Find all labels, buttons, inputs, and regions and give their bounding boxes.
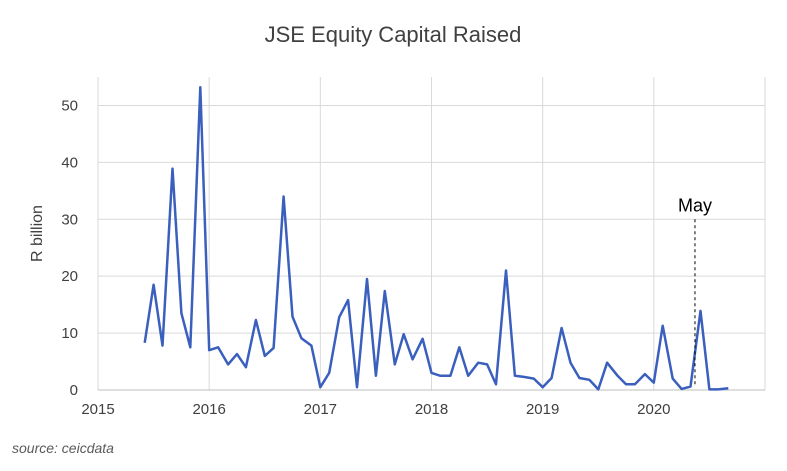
data-point-25 [374,374,377,377]
data-point-59 [689,385,692,388]
data-point-30 [421,337,424,340]
data-point-26 [383,289,386,292]
y-axis-label: R billion [29,205,46,262]
data-point-39 [504,269,507,272]
data-point-17 [300,337,303,340]
data-point-5 [189,346,192,349]
data-point-40 [513,374,516,377]
y-tick-labels: 0 10 20 30 40 50 [61,97,78,399]
data-point-36 [477,361,480,364]
data-point-61 [708,388,711,391]
x-tick-2018: 2018 [415,401,448,418]
data-point-57 [671,377,674,380]
data-point-22 [347,299,350,302]
data-point-10 [235,353,238,356]
data-point-63 [727,387,730,390]
x-tick-2017: 2017 [304,401,337,418]
data-point-62 [717,388,720,391]
data-point-4 [180,312,183,315]
data-point-18 [310,344,313,347]
grid [97,77,766,390]
data-point-52 [625,383,628,386]
data-point-49 [597,388,600,391]
data-point-42 [532,377,535,380]
x-tick-labels: 2015 2016 2017 2018 2019 2020 [81,401,670,418]
data-point-3 [171,167,174,170]
data-point-44 [550,377,553,380]
data-point-31 [430,371,433,374]
data-point-33 [449,374,452,377]
may-annotation-label: May [678,195,712,215]
data-point-0 [143,341,146,344]
data-point-1 [152,283,155,286]
x-tick-2016: 2016 [192,401,225,418]
data-point-58 [680,387,683,390]
data-point-56 [661,324,664,327]
data-point-14 [272,346,275,349]
x-tick-2019: 2019 [526,401,559,418]
data-point-45 [560,326,563,329]
data-point-7 [208,349,211,352]
data-point-34 [458,346,461,349]
data-point-38 [494,383,497,386]
y-tick-40: 40 [61,154,78,171]
data-point-60 [699,309,702,312]
y-tick-20: 20 [61,268,78,285]
data-point-23 [356,386,359,389]
series-line [143,85,729,391]
data-point-19 [319,386,322,389]
data-point-32 [439,374,442,377]
data-point-12 [254,319,257,322]
data-point-27 [393,363,396,366]
y-tick-30: 30 [61,211,78,228]
data-point-48 [588,378,591,381]
y-tick-50: 50 [61,97,78,114]
data-point-47 [578,377,581,380]
data-point-50 [606,361,609,364]
data-point-54 [643,373,646,376]
y-tick-0: 0 [70,382,78,399]
data-point-2 [161,344,164,347]
data-point-55 [652,381,655,384]
chart: JSE Equity Capital Raised 0 10 20 30 40 50 20… [29,22,766,418]
source-note: source: ceicdata [12,440,114,456]
data-point-9 [227,363,230,366]
data-point-13 [263,354,266,357]
data-point-41 [522,375,525,378]
data-point-43 [541,386,544,389]
data-point-24 [366,278,369,281]
data-point-16 [291,315,294,318]
data-point-35 [467,374,470,377]
data-point-29 [411,358,414,361]
data-point-51 [616,374,619,377]
data-point-46 [569,361,572,364]
data-point-8 [217,346,220,349]
y-tick-10: 10 [61,325,78,342]
data-point-53 [633,383,636,386]
x-tick-2020: 2020 [637,401,670,418]
data-point-37 [486,363,489,366]
data-point-6 [199,86,202,89]
data-point-28 [402,333,405,336]
chart-title: JSE Equity Capital Raised [265,22,522,47]
data-point-15 [282,195,285,198]
x-tick-2015: 2015 [81,401,114,418]
data-point-11 [244,366,247,369]
data-point-21 [338,316,341,319]
data-points [143,86,730,391]
data-point-20 [328,371,331,374]
